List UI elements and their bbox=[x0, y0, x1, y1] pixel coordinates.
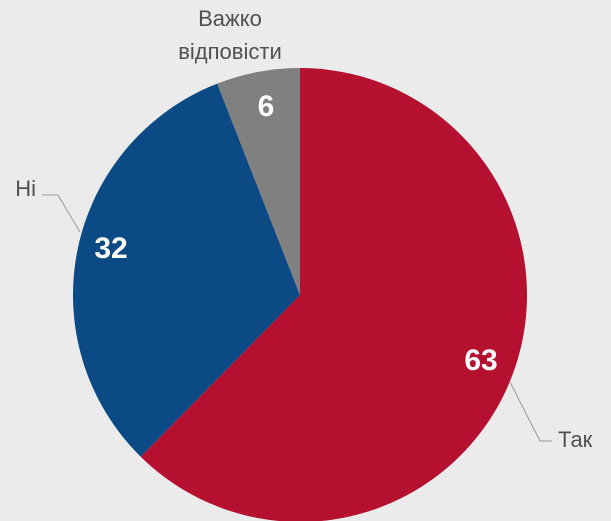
value-label: 32 bbox=[94, 232, 127, 265]
leader-line bbox=[509, 381, 552, 442]
leader-line bbox=[42, 194, 81, 233]
category-label: Так bbox=[558, 427, 593, 452]
pie-slice bbox=[140, 68, 527, 521]
pie-slice bbox=[217, 68, 300, 295]
category-label: Важко відповісти bbox=[178, 6, 282, 64]
value-label: 63 bbox=[464, 344, 497, 377]
pie-slice bbox=[73, 83, 300, 457]
category-label: Ні bbox=[15, 176, 36, 201]
value-label: 6 bbox=[258, 90, 275, 123]
